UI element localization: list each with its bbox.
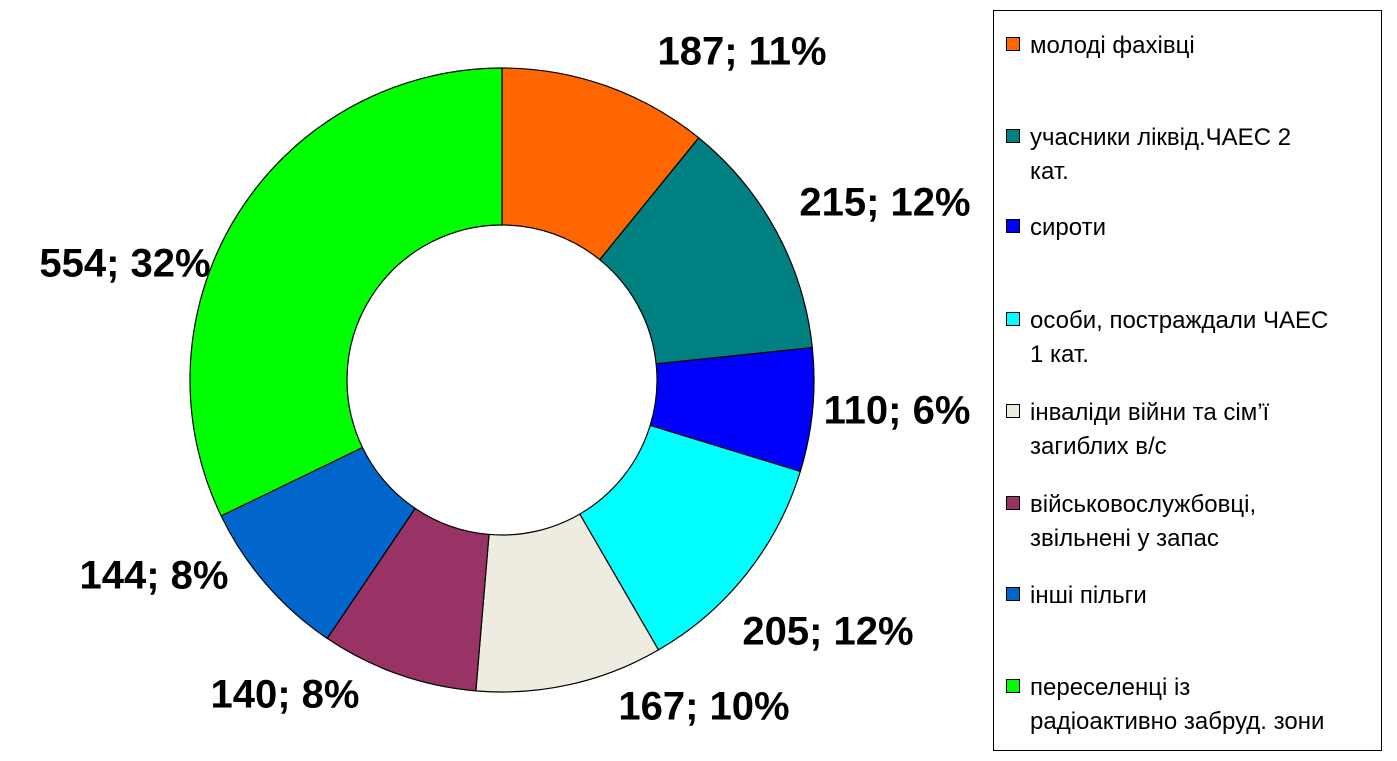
legend-label-3: сироти: [1030, 214, 1106, 241]
doughnut-chart: 187; 11% 215; 12% 110; 6% 205; 12% 167; 10% 1…: [39, 30, 970, 729]
data-labels-group: 187; 11% 215; 12% 110; 6% 205; 12% 167; 10% 1…: [39, 30, 970, 729]
slice-label-3: 110; 6%: [824, 389, 971, 433]
slice-2: [598, 137, 813, 365]
legend-item-6: військовослужбовці, звільнені у запас: [1006, 488, 1376, 556]
legend-swatch-3: [1006, 219, 1020, 233]
legend-item-7: інші пільги: [1006, 579, 1376, 613]
legend-swatch-7: [1006, 587, 1020, 601]
legend-swatch-6: [1006, 496, 1020, 510]
legend-item-2: учасники ліквід.ЧАЕС 2 кат.: [1006, 121, 1376, 189]
legend-item-1: молоді фахівці: [1006, 29, 1376, 63]
slice-label-4: 205; 12%: [742, 610, 913, 654]
legend-swatch-5: [1006, 404, 1020, 418]
legend-label-4: особи, постраждали ЧАЕС 1 кат.: [1030, 307, 1329, 368]
legend-item-5: інваліди війни та сім’ї загиблих в/с: [1006, 396, 1376, 464]
legend-label-1: молоді фахівці: [1030, 32, 1195, 59]
legend-swatch-1: [1006, 37, 1020, 51]
legend-label-2: учасники ліквід.ЧАЕС 2 кат.: [1030, 124, 1292, 185]
legend-swatch-2: [1006, 129, 1020, 143]
legend-swatch-8: [1006, 679, 1020, 693]
legend-item-4: особи, постраждали ЧАЕС 1 кат.: [1006, 304, 1376, 372]
slice-label-7: 144; 8%: [80, 554, 229, 598]
slice-label-1: 187; 11%: [657, 30, 826, 74]
slice-label-2: 215; 12%: [799, 181, 970, 225]
legend-label-5: інваліди війни та сім’ї загиблих в/с: [1030, 399, 1270, 460]
slices-group: [189, 67, 815, 693]
legend-label-8: переселенці із радіоактивно забруд. зони: [1030, 674, 1325, 735]
slice-8: [189, 67, 503, 517]
legend-item-3: сироти: [1006, 211, 1376, 245]
legend-label-7: інші пільги: [1030, 582, 1147, 609]
legend-label-6: військовослужбовці, звільнені у запас: [1030, 491, 1257, 552]
legend-item-8: переселенці із радіоактивно забруд. зони: [1006, 671, 1376, 739]
slice-label-5: 167; 10%: [618, 685, 789, 729]
legend: молоді фахівці учасники ліквід.ЧАЕС 2 кат…: [993, 10, 1382, 751]
legend-swatch-4: [1006, 312, 1020, 326]
slice-label-8: 554; 32%: [39, 242, 210, 286]
slice-label-6: 140; 8%: [211, 673, 360, 717]
